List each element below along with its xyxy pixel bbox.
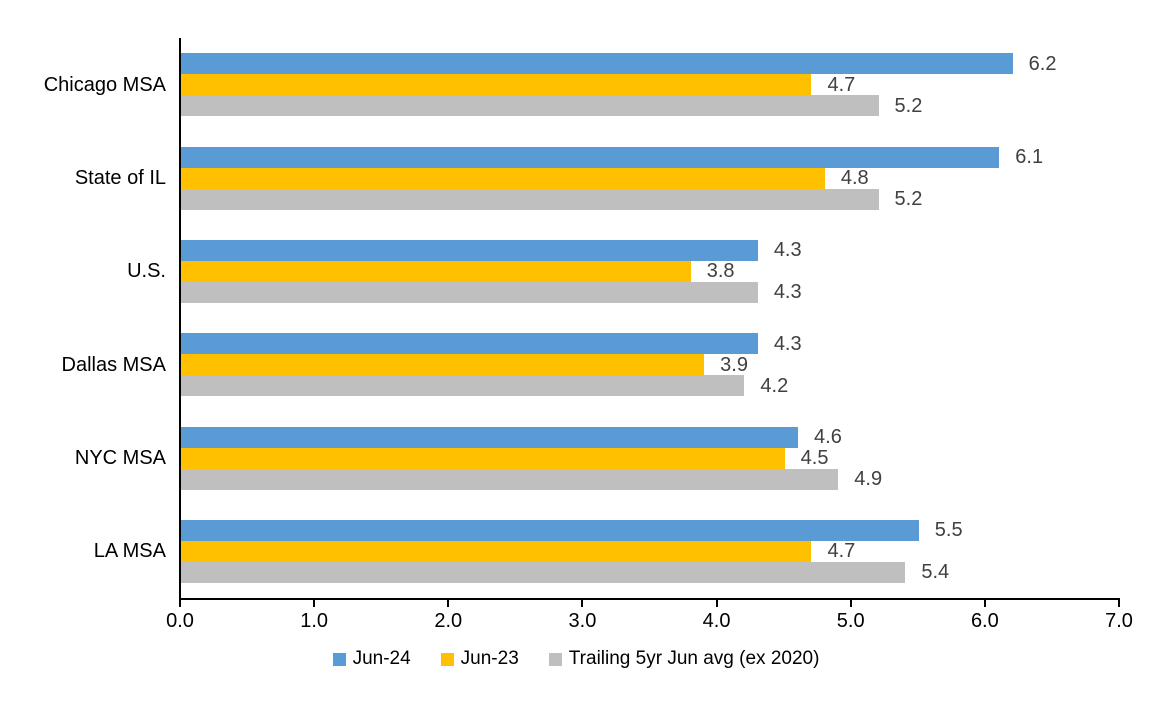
legend-item: Jun-23 — [440, 648, 519, 670]
x-axis-tick-label: 0.0 — [166, 610, 194, 632]
category-label: Dallas MSA — [61, 353, 166, 376]
bar — [181, 146, 1000, 168]
x-axis-line — [179, 598, 1120, 600]
data-label: 3.9 — [720, 353, 748, 376]
category-label: U.S. — [127, 260, 166, 283]
legend-swatch-jun-24 — [332, 652, 346, 666]
legend: Jun-24 Jun-23 Trailing 5yr Jun avg (ex 202… — [0, 646, 1152, 672]
legend-label: Trailing 5yr Jun avg (ex 2020) — [568, 648, 820, 669]
x-axis-tick — [581, 600, 584, 607]
bar — [181, 188, 879, 210]
legend-item: Trailing 5yr Jun avg (ex 2020) — [548, 648, 820, 670]
data-label: 5.4 — [921, 561, 950, 584]
bar — [181, 375, 745, 397]
data-label: 6.1 — [1015, 146, 1044, 168]
bar — [181, 95, 879, 117]
category-label: State of IL — [74, 167, 166, 189]
bar — [181, 239, 758, 261]
x-axis-tick — [313, 600, 316, 607]
bar — [181, 53, 1013, 75]
bar — [181, 447, 785, 469]
data-label: 4.5 — [800, 447, 829, 469]
bar — [181, 167, 825, 189]
data-label: 6.2 — [1028, 52, 1057, 75]
bar — [181, 468, 839, 490]
data-label: 4.3 — [773, 239, 802, 262]
data-label: 4.6 — [814, 426, 842, 448]
y-axis-line — [179, 38, 181, 598]
bar — [181, 74, 812, 96]
bar — [181, 260, 691, 282]
bar — [181, 561, 906, 583]
x-axis-tick — [447, 600, 450, 607]
data-label: 4.7 — [827, 540, 856, 563]
bar — [181, 354, 705, 376]
data-label: 5.2 — [894, 188, 923, 210]
data-label: 4.3 — [773, 281, 802, 304]
legend-item: Jun-24 — [332, 648, 411, 670]
legend-label: Jun-23 — [460, 648, 519, 669]
x-axis-tick-label: 5.0 — [836, 610, 865, 632]
x-axis-tick — [179, 600, 181, 607]
category-label: LA MSA — [93, 540, 166, 563]
category-label: NYC MSA — [74, 447, 166, 469]
x-axis-tick-label: 2.0 — [434, 610, 463, 632]
legend-swatch-jun-23 — [440, 652, 454, 666]
legend-swatch-trailing-5yr-jun-avg-ex-2020- — [548, 652, 562, 666]
x-axis-tick — [1118, 600, 1120, 607]
x-axis-tick — [983, 600, 986, 607]
bar — [181, 333, 758, 355]
data-label: 4.8 — [840, 167, 869, 189]
bar — [181, 281, 758, 303]
data-label: 5.2 — [894, 94, 923, 117]
x-axis-tick — [715, 600, 718, 607]
data-label: 4.2 — [760, 374, 789, 397]
bar — [181, 540, 812, 562]
x-axis-tick-label: 6.0 — [970, 610, 999, 632]
bar — [181, 519, 919, 541]
bar — [181, 426, 799, 448]
legend-label: Jun-24 — [352, 648, 411, 669]
x-axis-tick-label: 4.0 — [702, 610, 731, 632]
data-label: 4.3 — [773, 332, 802, 355]
data-label: 5.5 — [934, 519, 963, 542]
data-label: 3.8 — [706, 260, 735, 283]
x-axis-tick-label: 1.0 — [300, 610, 329, 632]
data-label: 4.9 — [854, 468, 883, 490]
category-label: Chicago MSA — [43, 73, 166, 96]
x-axis-tick-label: 3.0 — [568, 610, 597, 632]
data-label: 4.7 — [827, 73, 856, 96]
x-axis-tick — [849, 600, 852, 607]
x-axis-tick-label: 7.0 — [1105, 610, 1133, 632]
